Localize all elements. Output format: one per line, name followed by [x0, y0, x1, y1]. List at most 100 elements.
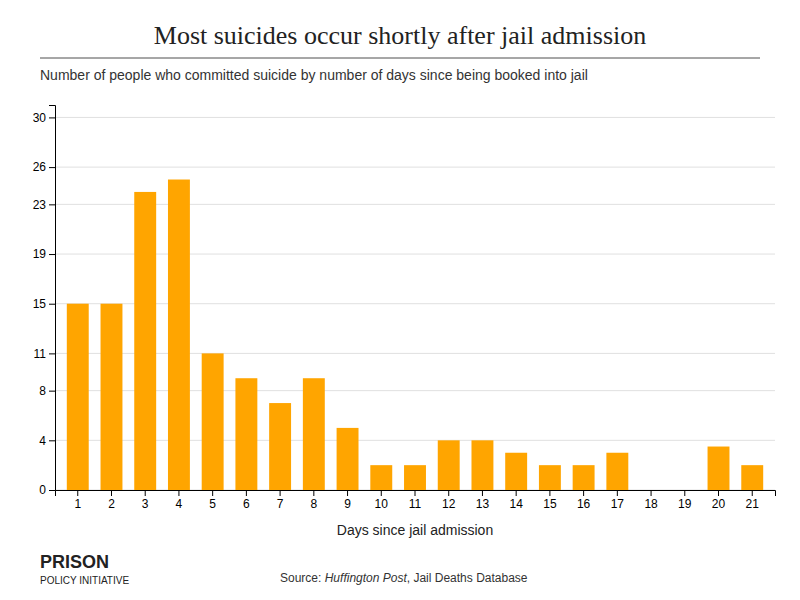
- x-tick-label: 19: [678, 497, 692, 511]
- y-tick: 8: [39, 384, 55, 398]
- x-tick: 18: [644, 490, 658, 511]
- x-tick-mark: [684, 490, 685, 496]
- y-tick: 26: [33, 160, 55, 174]
- x-tick-mark: [77, 490, 78, 496]
- x-tick-mark: [145, 490, 146, 496]
- y-tick-mark: [49, 353, 55, 354]
- x-tick-label: 3: [142, 497, 149, 511]
- bar: [505, 453, 527, 490]
- logo-line: PRISON: [40, 552, 109, 572]
- x-tick: 17: [611, 490, 625, 511]
- y-tick-label: 23: [33, 198, 47, 212]
- x-axis-title: Days since jail admission: [337, 522, 493, 538]
- y-tick: 11: [34, 347, 55, 361]
- x-tick-mark: [212, 490, 213, 496]
- grid-line: [55, 204, 775, 205]
- y-tick-label: 26: [33, 160, 47, 174]
- x-tick: 10: [375, 490, 389, 511]
- y-tick-mark: [49, 391, 55, 392]
- y-tick-mark: [49, 204, 55, 205]
- x-tick-mark: [651, 490, 652, 496]
- x-tick-label: 17: [611, 497, 625, 511]
- y-tick-label: 4: [39, 434, 46, 448]
- source-part: , Jail Deaths Database: [407, 571, 528, 585]
- x-tick-label: 8: [310, 497, 317, 511]
- x-tick: 21: [746, 490, 760, 511]
- grid: [55, 117, 775, 490]
- bar: [134, 192, 156, 490]
- x-tick: 9: [344, 490, 351, 511]
- x-tick-mark: [111, 490, 112, 496]
- chart: Most suicides occur shortly after jail a…: [0, 0, 800, 600]
- title: Most suicides occur shortly after jail a…: [154, 21, 646, 50]
- x-tick: 13: [476, 490, 490, 511]
- y-tick: 19: [33, 247, 55, 261]
- grid-line: [55, 303, 775, 304]
- x-tick-mark: [752, 490, 753, 496]
- x-axis-line: [56, 491, 776, 497]
- grid-line: [55, 440, 775, 441]
- y-tick-mark: [49, 304, 55, 305]
- x-tick: 20: [712, 490, 726, 511]
- x-tick-label: 12: [442, 497, 456, 511]
- y-tick-label: 0: [39, 483, 46, 497]
- x-tick: 2: [108, 490, 115, 511]
- x-tick-mark: [415, 490, 416, 496]
- bar: [606, 453, 628, 490]
- x-tick-label: 1: [74, 497, 81, 511]
- source: Source: Huffington Post, Jail Deaths Dat…: [280, 571, 528, 585]
- x-tick: 5: [209, 490, 216, 511]
- x-tick-mark: [549, 490, 550, 496]
- x-tick-label: 21: [746, 497, 760, 511]
- y-tick-label: 11: [34, 347, 47, 361]
- y-tick: 0: [39, 483, 55, 497]
- y-tick-label: 15: [33, 297, 47, 311]
- x-tick-label: 9: [344, 497, 351, 511]
- y-tick-mark: [49, 490, 55, 491]
- x-tick-mark: [516, 490, 517, 496]
- x-tick: 12: [442, 490, 456, 511]
- bar: [438, 440, 460, 490]
- x-tick-label: 5: [209, 497, 216, 511]
- grid-line: [55, 167, 775, 168]
- bar: [674, 490, 696, 491]
- bar: [168, 180, 190, 490]
- x-tick-mark: [718, 490, 719, 496]
- subtitle: Number of people who committed suicide b…: [40, 67, 588, 83]
- y-tick-mark: [49, 440, 55, 441]
- x-tick: 7: [277, 490, 284, 511]
- y-tick-label: 19: [33, 247, 47, 261]
- x-tick-mark: [313, 490, 314, 496]
- x-tick-mark: [280, 490, 281, 496]
- x-tick-label: 10: [375, 497, 389, 511]
- bar: [471, 440, 493, 490]
- y-axis-line: [49, 106, 56, 491]
- plot-area: [67, 180, 763, 490]
- x-tick-label: 20: [712, 497, 726, 511]
- x-tick-label: 11: [409, 497, 422, 511]
- source-part: Source:: [280, 571, 325, 585]
- bar: [67, 304, 89, 490]
- x-tick-label: 6: [243, 497, 250, 511]
- y-axis: 0 4 8 11 15 19 23 26 30: [33, 106, 56, 498]
- bar: [269, 403, 291, 490]
- x-tick-label: 15: [543, 497, 557, 511]
- y-tick-label: 8: [39, 384, 46, 398]
- x-tick: 11: [409, 490, 422, 511]
- y-tick-mark: [49, 117, 55, 118]
- bar: [741, 465, 763, 490]
- grid-line: [55, 117, 775, 118]
- x-tick: 15: [543, 490, 557, 511]
- x-tick-mark: [178, 490, 179, 496]
- bar: [640, 490, 662, 491]
- x-tick-mark: [448, 490, 449, 496]
- bar: [539, 465, 561, 490]
- y-tick-mark: [49, 254, 55, 255]
- y-tick-label: 30: [33, 111, 47, 125]
- x-tick-label: 13: [476, 497, 490, 511]
- bar: [708, 447, 730, 490]
- y-tick: 4: [39, 434, 55, 448]
- x-tick-label: 14: [509, 497, 523, 511]
- x-tick-label: 4: [176, 497, 183, 511]
- x-axis: 123456789101112131415161718192021: [56, 490, 776, 511]
